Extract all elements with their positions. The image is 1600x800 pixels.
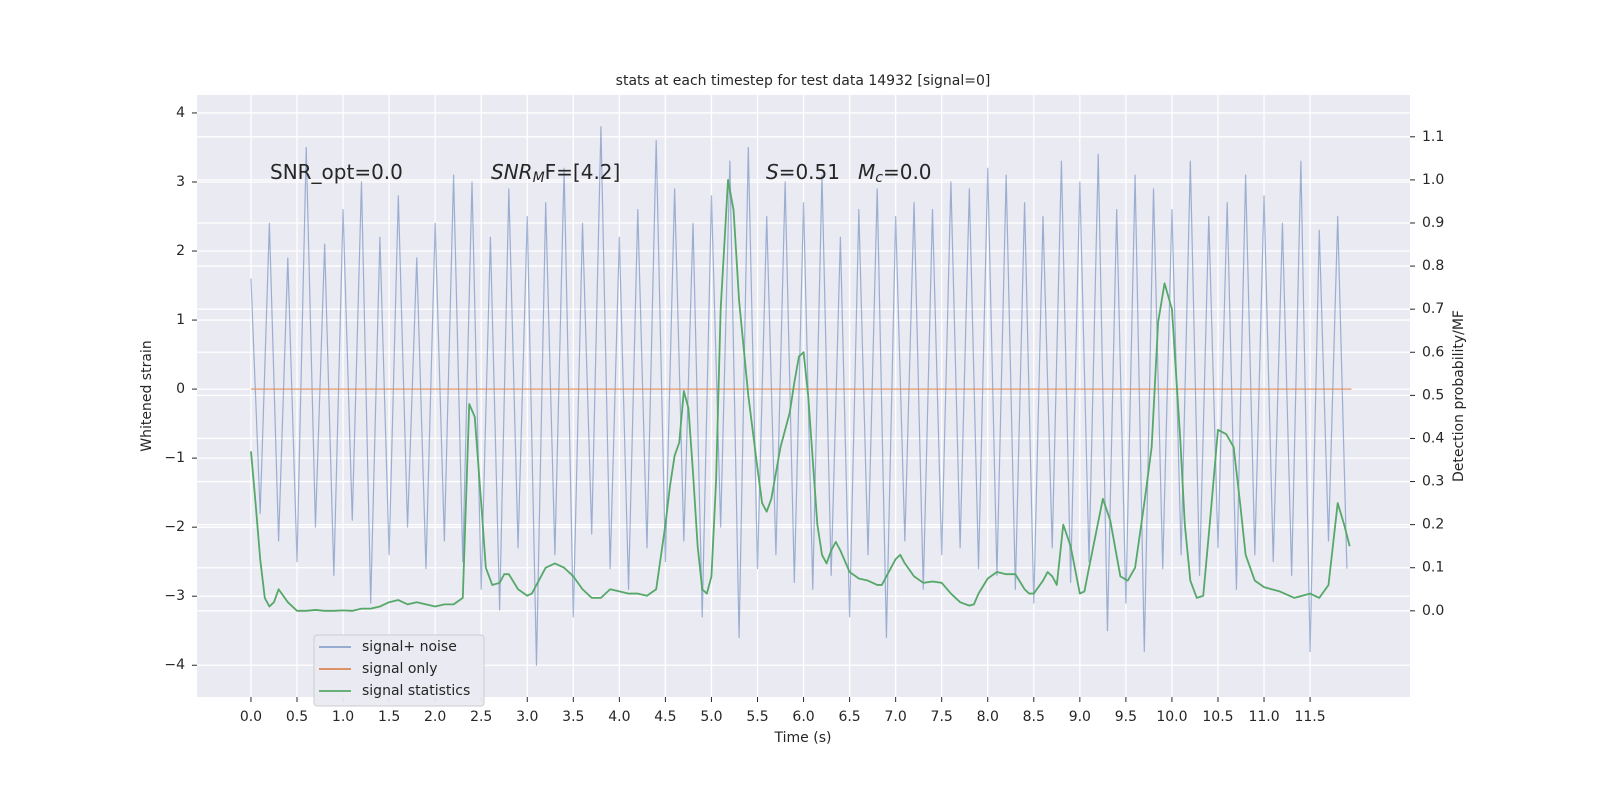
annotation-part: M — [858, 160, 875, 184]
x-tick-label: 1.5 — [378, 709, 400, 725]
y2-tick-label: 0.9 — [1422, 215, 1444, 231]
x-tick-label: 5.5 — [746, 709, 768, 725]
x-tick-label: 4.5 — [654, 709, 676, 725]
annotation-part: M — [533, 170, 545, 186]
x-tick-label: 3.5 — [562, 709, 584, 725]
x-tick-label: 2.5 — [470, 709, 492, 725]
x-tick-label: 9.0 — [1069, 709, 1091, 725]
series-line — [250, 126, 1348, 666]
legend-box — [313, 634, 485, 707]
annotation-part: SNR — [491, 160, 533, 184]
x-tick-label: 0.0 — [240, 709, 262, 725]
x-tick-label: 11.5 — [1294, 709, 1325, 725]
x-tick-label: 5.0 — [700, 709, 722, 725]
x-tick-label: 2.0 — [424, 709, 446, 725]
y-tick-label: 0 — [176, 381, 185, 397]
y2-tick-label: 1.1 — [1422, 129, 1444, 145]
legend-label: signal statistics — [362, 683, 470, 699]
annotation-part: =0.0 — [883, 160, 932, 184]
x-tick-label: 7.5 — [931, 709, 953, 725]
annotation-part: S — [766, 160, 779, 184]
x-tick-label: 0.5 — [286, 709, 308, 725]
y-tick-label: −3 — [164, 588, 185, 604]
y-tick-label: −2 — [164, 519, 185, 535]
y-tick-label: −1 — [164, 450, 185, 466]
x-tick-label: 6.0 — [792, 709, 814, 725]
annotation: SNR_opt=0.0 — [270, 160, 403, 184]
y2-tick-label: 0.7 — [1422, 301, 1444, 317]
x-tick-label: 8.0 — [977, 709, 999, 725]
annotation: Mc=0.0 — [858, 160, 932, 187]
y2-tick-label: 0.1 — [1422, 560, 1444, 576]
legend-label: signal+ noise — [362, 639, 457, 655]
y-tick-label: 1 — [176, 312, 185, 328]
legend-label: signal only — [362, 661, 437, 677]
annotation-part: F=[4.2] — [545, 160, 621, 184]
x-tick-label: 11.0 — [1248, 709, 1279, 725]
legend: signal+ noise signal only signal statistic… — [313, 634, 485, 707]
x-tick-label: 9.5 — [1115, 709, 1137, 725]
x-tick-label: 1.0 — [332, 709, 354, 725]
annotation: SNRMF=[4.2] — [491, 160, 620, 187]
y2-tick-label: 0.5 — [1422, 387, 1444, 403]
y2-tick-label: 0.3 — [1422, 474, 1444, 490]
x-axis-label: Time (s) — [774, 730, 832, 746]
chart-title: stats at each timestep for test data 149… — [616, 73, 991, 89]
x-tick-label: 8.5 — [1023, 709, 1045, 725]
series-line — [250, 178, 1351, 612]
y2-tick-label: 1.0 — [1422, 172, 1444, 188]
lines — [250, 126, 1352, 666]
annotation: S=0.51 — [766, 160, 840, 184]
y2-tick-label: 0.4 — [1422, 430, 1444, 446]
y-tick-label: 2 — [176, 243, 185, 259]
y2-axis-label: Detection probability/MF — [1451, 310, 1467, 482]
x-tick-label: 6.5 — [838, 709, 860, 725]
y2-tick-label: 0.8 — [1422, 258, 1444, 274]
labels: 0.0 0.5 1.0 1.5 2.0 2.5 3.0 3.5 4.0 4.5 5.0 5.5 6.0 6… — [164, 105, 1444, 725]
x-tick-label: 10.0 — [1156, 709, 1187, 725]
annotation-part: SNR_opt=0.0 — [270, 160, 403, 184]
x-tick-label: 3.0 — [516, 709, 538, 725]
x-tick-label: 10.5 — [1202, 709, 1233, 725]
annotation-part: c — [875, 170, 883, 186]
y-tick-label: −4 — [164, 657, 185, 673]
x-tick-label: 7.0 — [885, 709, 907, 725]
y2-tick-label: 0.0 — [1422, 603, 1444, 619]
y2-tick-label: 0.2 — [1422, 517, 1444, 533]
y2-tick-label: 0.6 — [1422, 344, 1444, 360]
y-tick-label: 3 — [176, 174, 185, 190]
annotation-part: =0.51 — [779, 160, 840, 184]
y-tick-label: 4 — [176, 105, 185, 121]
y-axis-label: Whitened strain — [139, 340, 155, 451]
x-tick-label: 4.0 — [608, 709, 630, 725]
